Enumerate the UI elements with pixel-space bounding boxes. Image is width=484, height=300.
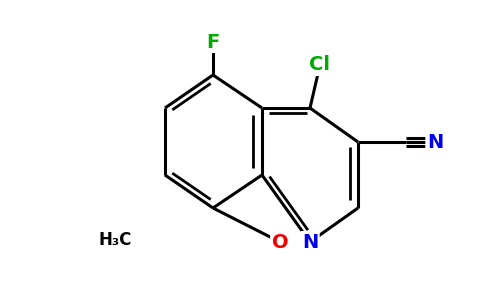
Text: O: O (272, 232, 288, 251)
Text: N: N (427, 133, 443, 152)
Text: H₃C: H₃C (98, 231, 132, 249)
Text: Cl: Cl (309, 56, 331, 74)
Text: N: N (302, 232, 318, 251)
Text: F: F (206, 32, 220, 52)
